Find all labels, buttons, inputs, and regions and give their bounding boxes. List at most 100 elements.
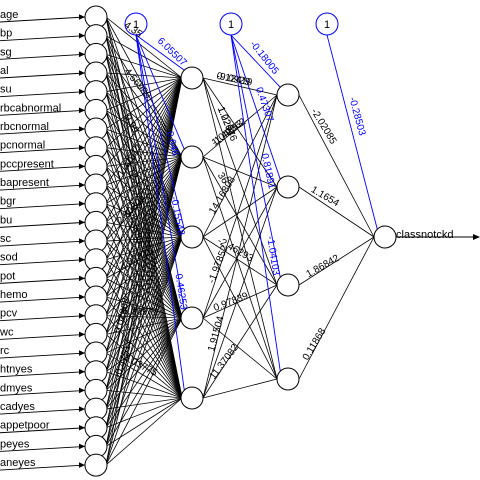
edge-input-hidden1 <box>105 77 183 186</box>
edge-input-hidden1 <box>105 296 183 399</box>
arrow-head <box>79 331 85 338</box>
edge-input-hidden1 <box>105 317 183 466</box>
arrow-head <box>79 70 85 76</box>
edge-hidden2-output <box>298 186 375 238</box>
edge-input-hidden1 <box>105 77 183 316</box>
arrow-head <box>79 443 85 450</box>
input-label: bapresent <box>0 177 49 189</box>
edge-input-hidden1 <box>105 156 183 391</box>
edge-input-hidden1 <box>105 334 183 399</box>
input-arrow <box>0 203 86 210</box>
input-label: htnyes <box>0 364 33 376</box>
bias-weight-hidden1: 0.46253 <box>173 273 189 311</box>
edge-input-hidden1 <box>105 77 183 372</box>
input-arrows <box>0 14 480 471</box>
arrow-head <box>473 234 480 240</box>
bias-edge-hidden1 <box>135 34 185 150</box>
edge-input-hidden1 <box>105 317 183 410</box>
bias-edge-hidden2 <box>230 34 281 180</box>
edge-input-hidden1 <box>105 128 183 238</box>
input-arrow <box>0 445 86 452</box>
input-arrow <box>0 240 86 247</box>
input-label: al <box>0 65 9 77</box>
edge-input-hidden1 <box>105 236 183 335</box>
bias-edges <box>135 34 378 391</box>
edge-hidden1-hidden2 <box>202 236 278 286</box>
arrow-head <box>79 200 85 207</box>
input-label: aneyes <box>0 457 36 469</box>
bias-edge-hidden1 <box>135 34 185 71</box>
input-label: pcnormal <box>0 140 45 152</box>
input-arrow <box>0 128 86 135</box>
edge-input-hidden1 <box>105 156 183 335</box>
edge-input-hidden1 <box>105 110 183 158</box>
edge-hidden1-hidden2 <box>202 378 278 399</box>
edge-input-hidden1 <box>105 278 183 319</box>
input-arrow <box>0 147 86 154</box>
input-label: dmyes <box>0 382 33 394</box>
arrow-head <box>79 14 85 20</box>
edge-input-hidden1 <box>105 240 183 319</box>
edge-input-hidden1 <box>105 16 183 79</box>
nodes <box>84 5 397 477</box>
edge-input-hidden1 <box>105 156 183 372</box>
edge-input-hidden1 <box>105 236 183 279</box>
edge-input-hidden1 <box>105 156 183 410</box>
hidden2-node <box>276 273 300 297</box>
edge-input-hidden1 <box>105 236 183 316</box>
bias-weight-output: -0.28503 <box>346 96 367 137</box>
input-label: bp <box>0 28 12 40</box>
edge-input-hidden1 <box>105 77 183 428</box>
edge-input-hidden1 <box>105 77 183 354</box>
input-arrow <box>0 333 86 340</box>
hidden1-node <box>180 225 204 249</box>
input-arrow <box>0 35 86 42</box>
edge-input-hidden1 <box>105 77 183 204</box>
edge-input-hidden1 <box>105 236 183 391</box>
input-label: sc <box>0 233 12 245</box>
hidden2-node <box>276 367 300 391</box>
edge-input-hidden1 <box>105 35 183 79</box>
edge-input-hidden1 <box>105 236 183 410</box>
edge-input-hidden1 <box>105 397 183 410</box>
arrow-head <box>79 294 85 300</box>
output-node <box>373 225 397 249</box>
edge-hidden1-hidden2 <box>202 284 278 399</box>
input-label: hemo <box>0 289 28 301</box>
edge-input-hidden1 <box>105 315 183 319</box>
arrow-head <box>79 256 85 263</box>
edge-hidden1-hidden2 <box>202 186 278 399</box>
edge-input-hidden1 <box>105 77 183 223</box>
edge-input-hidden1 <box>105 72 183 79</box>
edge-hidden2-output <box>298 236 375 286</box>
edge-input-hidden1 <box>105 317 183 354</box>
arrow-head <box>79 368 85 375</box>
input-label: pcv <box>0 308 18 320</box>
arrow-head <box>79 32 85 39</box>
arrow-head <box>79 406 85 412</box>
input-label: sg <box>0 46 12 58</box>
arrow-head <box>79 275 85 282</box>
hidden2-node <box>276 83 300 107</box>
input-label: rbcnormal <box>0 121 49 133</box>
input-arrow <box>0 408 86 415</box>
bias-node <box>315 12 339 36</box>
input-label: age <box>0 9 18 21</box>
edge-input-hidden1 <box>105 236 183 298</box>
input-label: pot <box>0 270 15 282</box>
edge-input-hidden1 <box>105 240 183 399</box>
input-arrow <box>0 427 86 434</box>
edge-input-hidden1 <box>105 77 183 335</box>
hidden2-to-output-edges <box>298 94 375 380</box>
arrow-head <box>79 387 85 394</box>
bias-node-label: 1 <box>228 19 234 31</box>
edge-input-hidden1 <box>105 397 183 447</box>
edge-input-hidden1 <box>105 317 183 391</box>
arrow-head <box>79 350 85 356</box>
weight-input-hidden1: 6.30971 <box>122 306 159 318</box>
edge-input-hidden1 <box>105 156 183 298</box>
edge-input-hidden1 <box>105 156 183 205</box>
edge-input-hidden1 <box>105 77 183 130</box>
arrow-head <box>79 51 85 58</box>
